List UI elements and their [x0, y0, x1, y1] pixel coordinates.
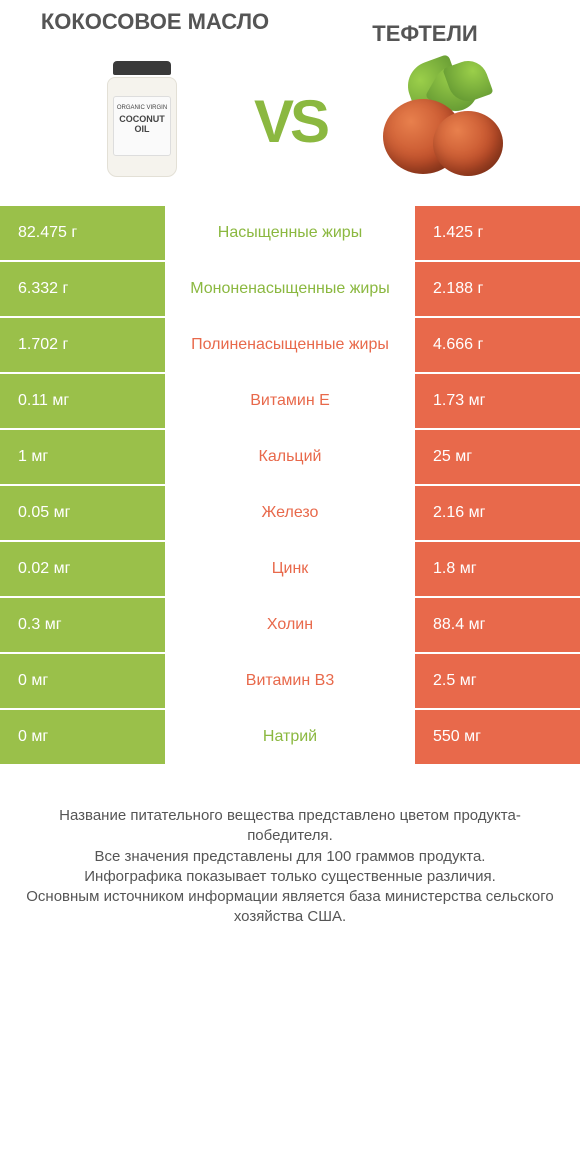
images-row: ORGANIC VIRGIN COCONUT OIL VS: [0, 46, 580, 206]
header: КОКОСОВОЕ МАСЛО ТЕФТЕЛИ: [0, 0, 580, 46]
right-value: 1.73 мг: [415, 374, 580, 428]
nutrition-table: 82.475 гНасыщенные жиры1.425 г6.332 гМон…: [0, 206, 580, 766]
left-value: 82.475 г: [0, 206, 165, 260]
left-value: 0.11 мг: [0, 374, 165, 428]
table-row: 1.702 гПолиненасыщенные жиры4.666 г: [0, 318, 580, 374]
right-image: [336, 61, 540, 181]
right-value: 2.188 г: [415, 262, 580, 316]
meatballs-icon: [373, 61, 503, 181]
table-row: 0.05 мгЖелезо2.16 мг: [0, 486, 580, 542]
nutrient-name: Цинк: [165, 542, 415, 596]
footer-line: Инфографика показывает только существенн…: [25, 867, 555, 887]
right-title: ТЕФТЕЛИ: [290, 22, 560, 46]
table-row: 1 мгКальций25 мг: [0, 430, 580, 486]
left-value: 0.3 мг: [0, 598, 165, 652]
nutrient-name: Мононенасыщенные жиры: [165, 262, 415, 316]
right-value: 25 мг: [415, 430, 580, 484]
left-value: 0 мг: [0, 654, 165, 708]
right-value: 550 мг: [415, 710, 580, 764]
vs-label: VS: [244, 87, 336, 156]
left-value: 0.05 мг: [0, 486, 165, 540]
footer-line: Все значения представлены для 100 граммо…: [25, 847, 555, 867]
footer-notes: Название питательного вещества представл…: [0, 766, 580, 928]
left-value: 0 мг: [0, 710, 165, 764]
footer-line: Основным источником информации является …: [25, 887, 555, 928]
left-value: 1.702 г: [0, 318, 165, 372]
left-title-col: КОКОСОВОЕ МАСЛО: [20, 10, 290, 46]
nutrient-name: Железо: [165, 486, 415, 540]
nutrient-name: Кальций: [165, 430, 415, 484]
left-title: КОКОСОВОЕ МАСЛО: [20, 10, 290, 34]
jar-label-small: ORGANIC VIRGIN: [117, 105, 167, 111]
left-value: 6.332 г: [0, 262, 165, 316]
nutrient-name: Натрий: [165, 710, 415, 764]
right-value: 4.666 г: [415, 318, 580, 372]
table-row: 82.475 гНасыщенные жиры1.425 г: [0, 206, 580, 262]
left-value: 0.02 мг: [0, 542, 165, 596]
nutrient-name: Холин: [165, 598, 415, 652]
left-image: ORGANIC VIRGIN COCONUT OIL: [40, 61, 244, 181]
right-value: 2.16 мг: [415, 486, 580, 540]
right-value: 2.5 мг: [415, 654, 580, 708]
nutrient-name: Витамин B3: [165, 654, 415, 708]
right-value: 88.4 мг: [415, 598, 580, 652]
nutrient-name: Витамин E: [165, 374, 415, 428]
table-row: 0.11 мгВитамин E1.73 мг: [0, 374, 580, 430]
jar-label-big: COCONUT OIL: [114, 115, 170, 135]
table-row: 6.332 гМононенасыщенные жиры2.188 г: [0, 262, 580, 318]
nutrient-name: Насыщенные жиры: [165, 206, 415, 260]
right-value: 1.8 мг: [415, 542, 580, 596]
left-value: 1 мг: [0, 430, 165, 484]
table-row: 0.02 мгЦинк1.8 мг: [0, 542, 580, 598]
table-row: 0 мгВитамин B32.5 мг: [0, 654, 580, 710]
table-row: 0 мгНатрий550 мг: [0, 710, 580, 766]
coconut-oil-icon: ORGANIC VIRGIN COCONUT OIL: [102, 61, 182, 181]
right-value: 1.425 г: [415, 206, 580, 260]
table-row: 0.3 мгХолин88.4 мг: [0, 598, 580, 654]
nutrient-name: Полиненасыщенные жиры: [165, 318, 415, 372]
footer-line: Название питательного вещества представл…: [25, 806, 555, 847]
right-title-col: ТЕФТЕЛИ: [290, 10, 560, 46]
